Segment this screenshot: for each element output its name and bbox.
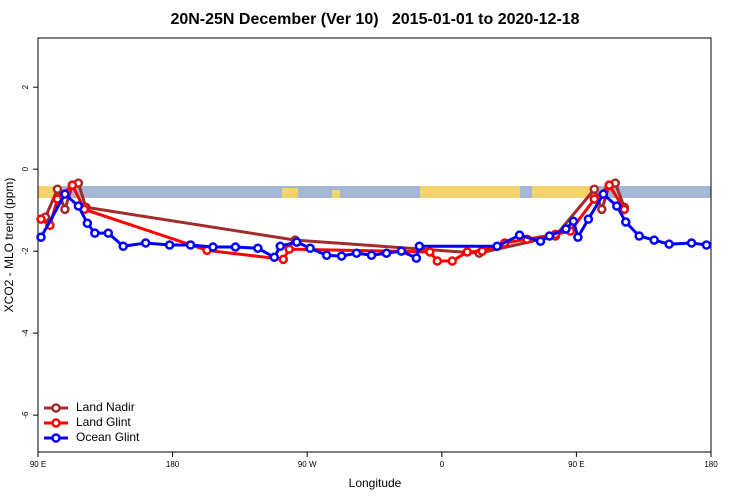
point <box>568 216 579 226</box>
point <box>612 201 622 211</box>
legend-label: Ocean Glint <box>76 430 140 444</box>
point <box>621 217 631 227</box>
x-tick-label: 180 <box>704 460 718 469</box>
point <box>336 251 347 261</box>
point <box>291 237 302 247</box>
point <box>269 252 280 263</box>
point <box>396 246 407 256</box>
series-line <box>39 191 707 261</box>
point <box>284 244 295 254</box>
point <box>561 224 571 234</box>
point <box>118 241 128 251</box>
point <box>185 240 196 250</box>
point <box>278 254 289 265</box>
surface-strip <box>38 186 711 198</box>
point <box>82 218 93 229</box>
point <box>321 250 332 260</box>
point <box>103 228 114 238</box>
legend-label: Land Nadir <box>76 400 135 414</box>
point <box>686 238 697 248</box>
point <box>164 240 175 250</box>
point <box>514 230 525 240</box>
point <box>604 180 615 190</box>
point <box>208 242 218 252</box>
point <box>253 243 263 254</box>
point <box>535 236 546 247</box>
point <box>381 248 392 258</box>
point <box>425 247 435 257</box>
legend-label: Land Glint <box>76 415 131 429</box>
point <box>60 204 70 215</box>
point <box>432 256 443 266</box>
point <box>573 232 583 242</box>
point <box>619 204 630 215</box>
point <box>275 241 286 251</box>
x-tick-label: 90 E <box>30 460 46 469</box>
point <box>462 247 472 257</box>
y-tick-label: -2 <box>21 247 30 255</box>
legend-marker <box>51 418 61 428</box>
x-tick-label: 0 <box>440 460 445 469</box>
point <box>411 253 422 263</box>
point <box>366 250 377 260</box>
point <box>634 231 644 241</box>
point <box>140 238 151 248</box>
point <box>544 231 555 241</box>
point <box>589 194 600 204</box>
point <box>598 189 609 199</box>
x-tick-label: 180 <box>166 460 180 469</box>
point <box>230 242 241 252</box>
point <box>701 240 712 250</box>
point <box>589 184 600 195</box>
x-tick-label: 90 W <box>298 460 317 469</box>
y-tick-label: -6 <box>21 411 30 419</box>
point <box>351 248 362 258</box>
point <box>583 214 594 224</box>
point <box>477 246 487 256</box>
point <box>67 180 78 190</box>
y-tick-label: 0 <box>21 166 30 171</box>
point <box>36 232 46 242</box>
point <box>649 235 659 245</box>
point <box>597 204 607 215</box>
chart-title: 20N-25N December (Ver 10) 2015-01-01 to … <box>170 11 579 28</box>
point <box>664 239 674 249</box>
x-tick-label: 90 E <box>568 460 584 469</box>
point <box>305 243 315 254</box>
point <box>414 241 425 251</box>
x-axis-label: Longitude <box>349 476 402 490</box>
point <box>492 241 502 251</box>
point <box>52 184 63 195</box>
y-tick-label: 2 <box>21 84 30 89</box>
legend-marker <box>51 403 61 413</box>
point <box>73 201 84 211</box>
point <box>60 189 70 199</box>
point <box>447 256 458 266</box>
y-tick-label: -4 <box>21 329 30 337</box>
point <box>36 214 46 224</box>
legend-marker <box>51 433 61 443</box>
y-axis-label: XCO2 - MLO trend (ppm) <box>2 178 16 313</box>
point <box>90 228 100 238</box>
